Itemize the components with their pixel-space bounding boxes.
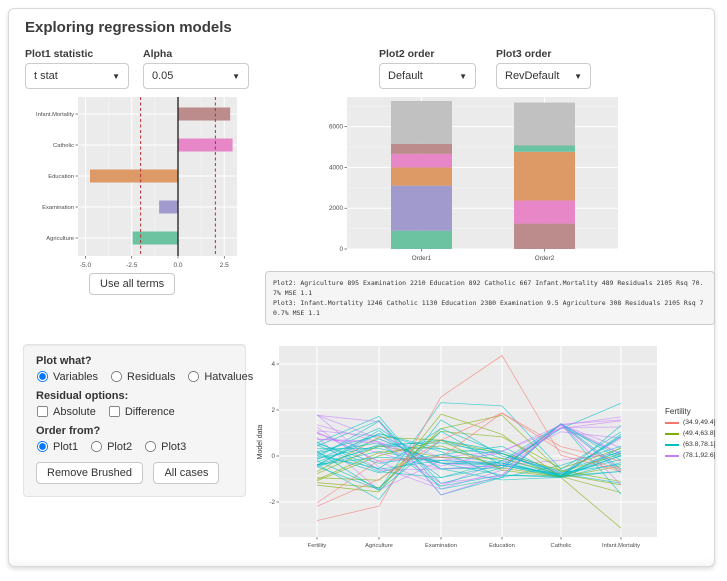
tstat-bar-chart[interactable]: Infant.Mortality Catholic Education Examina… bbox=[23, 95, 253, 271]
radio-variables[interactable]: Variables bbox=[36, 370, 98, 383]
chevron-down-icon: ▼ bbox=[232, 71, 240, 81]
chevron-down-icon: ▼ bbox=[112, 71, 120, 81]
anova-stacked-bar-chart[interactable]: Order1 Order2 0 2000 4000 6000 bbox=[309, 93, 625, 265]
svg-text:4: 4 bbox=[271, 361, 275, 368]
radio-plot2[interactable]: Plot2 bbox=[90, 440, 132, 453]
legend-key-line bbox=[665, 421, 679, 424]
plot2-order-label: Plot2 order bbox=[379, 48, 435, 60]
plot1-statistic-label: Plot1 statistic bbox=[25, 48, 94, 60]
alpha-value: 0.05 bbox=[152, 70, 174, 82]
radio-hatvalues-input[interactable] bbox=[188, 370, 200, 383]
svg-text:Order1: Order1 bbox=[412, 255, 432, 262]
checkbox-absolute[interactable]: Absolute bbox=[36, 405, 96, 418]
order-from-label: Order from? bbox=[36, 425, 101, 437]
order-from-options: Plot1 Plot2 Plot3 bbox=[36, 440, 233, 453]
legend-title: Fertility bbox=[665, 407, 691, 416]
checkbox-difference[interactable]: Difference bbox=[108, 405, 175, 418]
plot2-order-value: Default bbox=[388, 70, 423, 82]
plot3-order-select[interactable]: RevDefault ▼ bbox=[496, 63, 591, 89]
model-summary-text: Plot2: Agriculture 895 Examination 2210 … bbox=[265, 271, 715, 326]
options-panel: Plot what? Variables Residuals Hatvalues… bbox=[23, 344, 253, 497]
svg-text:Infant.Mortality: Infant.Mortality bbox=[36, 112, 74, 118]
svg-text:-2.5: -2.5 bbox=[126, 262, 138, 269]
residual-options: Absolute Difference bbox=[36, 405, 233, 418]
radio-plot1[interactable]: Plot1 bbox=[36, 440, 78, 453]
plot-what-options: Variables Residuals Hatvalues bbox=[36, 370, 253, 383]
legend-label: (63.8,78.1] bbox=[683, 441, 716, 448]
chevron-down-icon: ▼ bbox=[459, 71, 467, 81]
legend-key-line bbox=[665, 432, 679, 435]
svg-text:Fertility: Fertility bbox=[308, 543, 327, 549]
svg-text:Catholic: Catholic bbox=[53, 143, 74, 149]
page-title: Exploring regression models bbox=[25, 19, 232, 36]
legend-key-line bbox=[665, 443, 679, 446]
legend-label: (78.1,92.6] bbox=[683, 452, 716, 459]
svg-text:Infant.Mortality: Infant.Mortality bbox=[602, 543, 640, 549]
svg-text:Education: Education bbox=[489, 543, 515, 549]
plot3-order-value: RevDefault bbox=[505, 70, 560, 82]
radio-residuals-input[interactable] bbox=[111, 370, 123, 383]
radio-plot3-input[interactable] bbox=[145, 440, 157, 453]
fertility-legend: Fertility (34.9,49.4] (49.4,63.8] (63.8,78.… bbox=[665, 407, 727, 463]
use-all-terms-button[interactable]: Use all terms bbox=[89, 273, 176, 295]
svg-text:Model data: Model data bbox=[257, 425, 264, 460]
legend-label: (49.4,63.8] bbox=[683, 430, 716, 437]
radio-plot2-input[interactable] bbox=[91, 440, 103, 453]
radio-plot2-label: Plot2 bbox=[107, 440, 133, 453]
plot2-order-select[interactable]: Default ▼ bbox=[379, 63, 476, 89]
radio-residuals[interactable]: Residuals bbox=[110, 370, 175, 383]
radio-plot1-input[interactable] bbox=[36, 440, 49, 453]
legend-key-line bbox=[665, 454, 679, 457]
svg-text:0: 0 bbox=[271, 453, 275, 460]
svg-text:2: 2 bbox=[271, 407, 275, 414]
radio-plot3[interactable]: Plot3 bbox=[144, 440, 186, 453]
svg-text:Agriculture: Agriculture bbox=[365, 543, 393, 549]
svg-text:4000: 4000 bbox=[329, 164, 344, 171]
radio-variables-label: Variables bbox=[53, 370, 99, 383]
radio-plot1-label: Plot1 bbox=[53, 440, 79, 453]
plot1-statistic-value: t stat bbox=[34, 70, 58, 82]
radio-hatvalues[interactable]: Hatvalues bbox=[187, 370, 253, 383]
plot3-order-label: Plot3 order bbox=[496, 48, 552, 60]
svg-text:6000: 6000 bbox=[329, 124, 344, 131]
alpha-select[interactable]: 0.05 ▼ bbox=[143, 63, 249, 89]
svg-text:Education: Education bbox=[48, 174, 74, 180]
svg-text:Agriculture: Agriculture bbox=[46, 236, 74, 242]
svg-text:0.0: 0.0 bbox=[173, 262, 182, 269]
parallel-coordinates-plot[interactable]: -2 0 2 4 Fertility Agriculture Examination Educ… bbox=[255, 337, 663, 551]
legend-entry: (63.8,78.1] bbox=[665, 441, 727, 448]
all-cases-button[interactable]: All cases bbox=[153, 462, 220, 484]
checkbox-difference-input[interactable] bbox=[108, 405, 120, 418]
plot1-statistic-select[interactable]: t stat ▼ bbox=[25, 63, 129, 89]
legend-entry: (49.4,63.8] bbox=[665, 430, 727, 437]
legend-entry: (78.1,92.6] bbox=[665, 452, 727, 459]
residual-options-label: Residual options: bbox=[36, 390, 129, 402]
remove-brushed-button[interactable]: Remove Brushed bbox=[36, 462, 143, 484]
alpha-label: Alpha bbox=[143, 48, 173, 60]
checkbox-absolute-input[interactable] bbox=[36, 405, 49, 418]
svg-text:2000: 2000 bbox=[329, 205, 344, 212]
svg-text:Examination: Examination bbox=[42, 205, 74, 211]
svg-text:2.5: 2.5 bbox=[220, 262, 229, 269]
radio-residuals-label: Residuals bbox=[127, 370, 176, 383]
svg-text:-5.0: -5.0 bbox=[80, 262, 92, 269]
svg-text:-2: -2 bbox=[269, 499, 275, 506]
checkbox-difference-label: Difference bbox=[124, 405, 175, 418]
svg-text:Catholic: Catholic bbox=[551, 543, 572, 549]
legend-entry: (34.9,49.4] bbox=[665, 419, 727, 426]
radio-plot3-label: Plot3 bbox=[161, 440, 187, 453]
svg-text:Order2: Order2 bbox=[535, 255, 555, 262]
chevron-down-icon: ▼ bbox=[574, 71, 582, 81]
checkbox-absolute-label: Absolute bbox=[53, 405, 96, 418]
legend-label: (34.9,49.4] bbox=[683, 419, 716, 426]
radio-variables-input[interactable] bbox=[36, 370, 49, 383]
app-card: Exploring regression models Plot1 statis… bbox=[8, 8, 716, 567]
svg-text:Examination: Examination bbox=[425, 543, 457, 549]
radio-hatvalues-label: Hatvalues bbox=[204, 370, 254, 383]
plot-what-label: Plot what? bbox=[36, 355, 92, 367]
svg-text:0: 0 bbox=[339, 246, 343, 253]
